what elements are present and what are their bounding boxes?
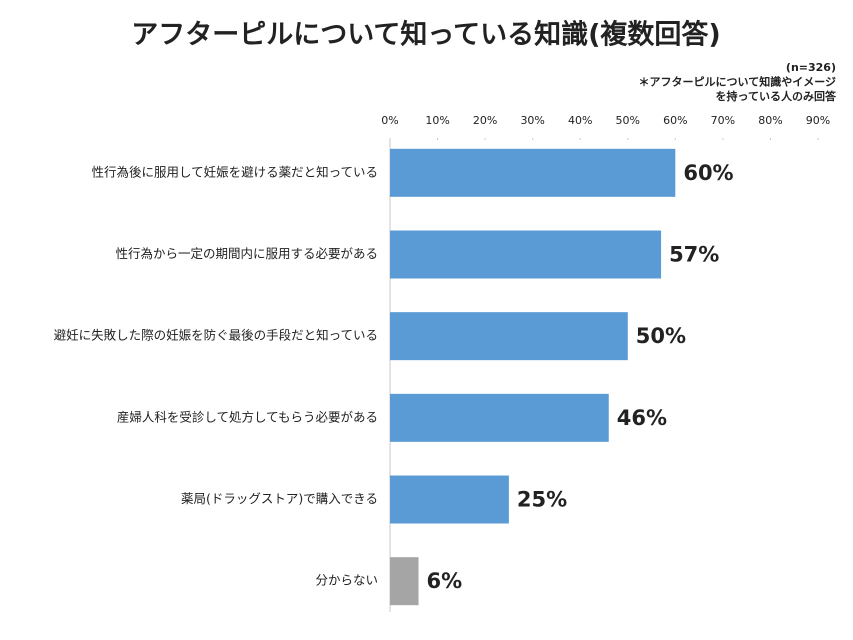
bar — [390, 230, 662, 279]
x-tick-label: 90% — [806, 114, 830, 127]
bar — [390, 312, 628, 361]
data-label: 57% — [669, 243, 719, 267]
x-tick-label: 0% — [381, 114, 398, 127]
data-label: 6% — [427, 569, 463, 593]
x-tick-label: 40% — [568, 114, 592, 127]
y-tick-label: 分からない — [315, 573, 378, 588]
x-tick-label: 70% — [711, 114, 735, 127]
data-label: 46% — [617, 406, 667, 430]
x-tick-label: 50% — [616, 114, 640, 127]
data-label: 60% — [683, 161, 733, 185]
x-tick-label: 60% — [663, 114, 687, 127]
x-tick-label: 30% — [520, 114, 544, 127]
y-tick-label: 産婦人科を受診して処方してもらう必要がある — [117, 409, 378, 424]
bar — [390, 475, 509, 524]
note: を持っている人のみ回答 — [716, 89, 837, 103]
bar — [390, 148, 676, 197]
bar — [390, 393, 609, 442]
x-tick-label: 10% — [425, 114, 449, 127]
chart-title: アフターピルについて知っている知識(複数回答) — [131, 19, 721, 51]
bar — [390, 557, 419, 606]
y-tick-label: 性行為後に服用して妊娠を避ける薬だと知っている — [91, 164, 378, 179]
data-label: 50% — [636, 324, 686, 348]
note: ＊アフターピルについて知識やイメージ — [639, 75, 836, 89]
y-tick-label: 避妊に失敗した際の妊娠を防ぐ最後の手段だと知っている — [54, 328, 378, 343]
y-tick-label: 性行為から一定の期間内に服用する必要がある — [115, 246, 378, 261]
note: (n=326) — [786, 61, 836, 74]
x-tick-label: 20% — [473, 114, 497, 127]
y-tick-label: 薬局(ドラッグストア)で購入できる — [181, 491, 378, 506]
x-tick-label: 80% — [758, 114, 782, 127]
data-label: 25% — [517, 488, 567, 512]
